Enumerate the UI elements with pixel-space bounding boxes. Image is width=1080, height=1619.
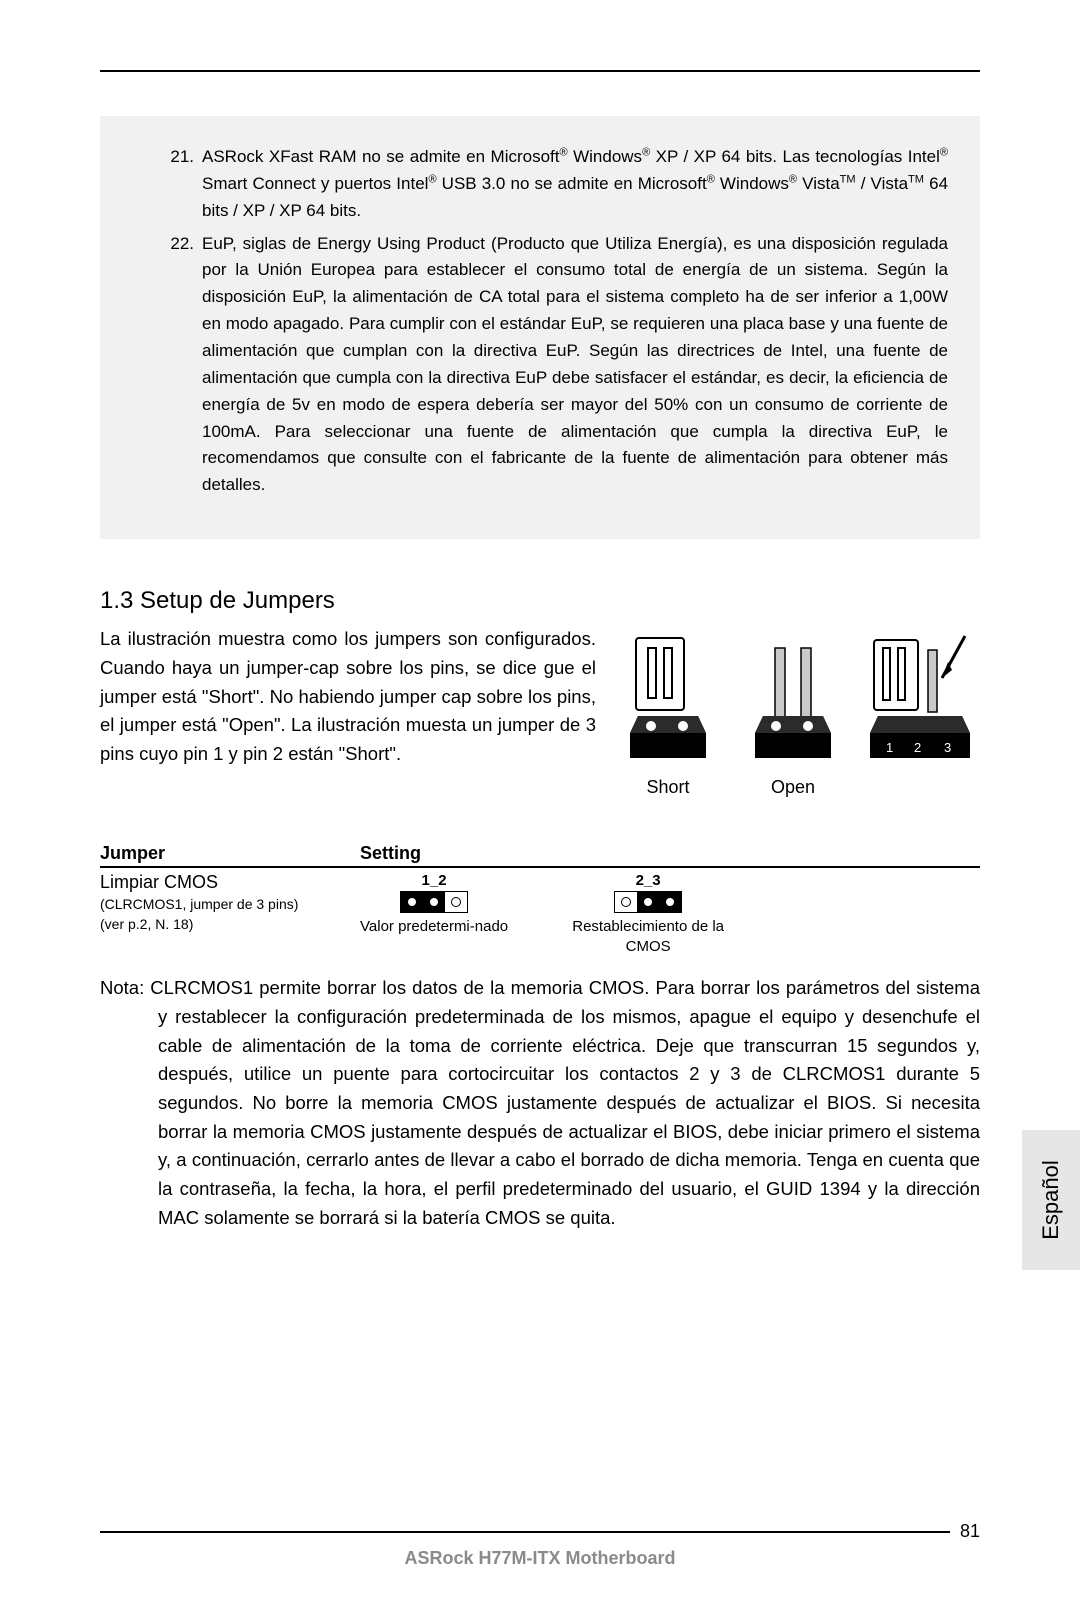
open-label: Open <box>771 777 815 797</box>
page-number: 81 <box>950 1521 980 1542</box>
table-row: Limpiar CMOS (CLRCMOS1, jumper de 3 pins… <box>100 868 980 956</box>
pin-short-icon <box>659 892 681 912</box>
nota-block: Nota: CLRCMOS1 permite borrar los datos … <box>100 974 980 1232</box>
short-label: Short <box>646 777 689 797</box>
pin-short-icon <box>401 892 423 912</box>
pins-diagram <box>400 891 468 913</box>
svg-text:3: 3 <box>944 740 951 755</box>
nota-text: Nota: CLRCMOS1 permite borrar los datos … <box>100 974 980 1232</box>
section-title: 1.3 Setup de Jumpers <box>100 587 980 615</box>
pins-diagram <box>614 891 682 913</box>
setting-caption: Restablecimiento de la CMOS <box>568 917 728 956</box>
note-number: 21. <box>160 144 202 225</box>
table-header: Jumper Setting <box>100 843 980 868</box>
footer-line: 81 <box>100 1521 980 1542</box>
jumper-sub1: (CLRCMOS1, jumper de 3 pins) <box>100 895 360 915</box>
pin-open-icon <box>445 892 467 912</box>
svg-text:1: 1 <box>886 740 893 755</box>
note-text: ASRock XFast RAM no se admite en Microso… <box>202 144 948 225</box>
pin-short-icon <box>637 892 659 912</box>
settings-cell: 1_2 Valor predetermi-nado 2_3 Restablecimie… <box>360 872 728 956</box>
pins-label: 2_3 <box>568 872 728 889</box>
jumper-table: Jumper Setting Limpiar CMOS (CLRCMOS1, j… <box>100 843 980 956</box>
jumper-illustration: Short Open <box>620 625 980 815</box>
note-text: EuP, siglas de Energy Using Product (Pro… <box>202 231 948 500</box>
jumper-cell: Limpiar CMOS (CLRCMOS1, jumper de 3 pins… <box>100 872 360 934</box>
language-label: Español <box>1038 1160 1064 1240</box>
footer-title: ASRock H77M-ITX Motherboard <box>100 1548 980 1569</box>
page-content: 21.ASRock XFast RAM no se admite en Micr… <box>100 70 980 1232</box>
notes-box: 21.ASRock XFast RAM no se admite en Micr… <box>100 116 980 539</box>
setting-caption: Valor predetermi-nado <box>360 917 508 937</box>
note-item: 21.ASRock XFast RAM no se admite en Micr… <box>160 144 948 225</box>
header-setting: Setting <box>360 843 980 864</box>
jumper-name: Limpiar CMOS <box>100 872 360 893</box>
header-jumper: Jumper <box>100 843 360 864</box>
language-tab: Español <box>1022 1130 1080 1270</box>
footer-rule <box>100 1531 950 1533</box>
intro-text: La ilustración muestra como los jumpers … <box>100 625 596 815</box>
setting-option: 2_3 Restablecimiento de la CMOS <box>568 872 728 956</box>
note-number: 22. <box>160 231 202 500</box>
top-rule <box>100 70 980 72</box>
svg-text:2: 2 <box>914 740 921 755</box>
note-item: 22.EuP, siglas de Energy Using Product (… <box>160 231 948 500</box>
footer: 81 ASRock H77M-ITX Motherboard <box>100 1521 980 1569</box>
pin-short-icon <box>423 892 445 912</box>
setting-option: 1_2 Valor predetermi-nado <box>360 872 508 956</box>
jumper-sub2: (ver p.2, N. 18) <box>100 915 360 935</box>
pin-open-icon <box>615 892 637 912</box>
pins-label: 1_2 <box>360 872 508 889</box>
intro-row: La ilustración muestra como los jumpers … <box>100 625 980 815</box>
